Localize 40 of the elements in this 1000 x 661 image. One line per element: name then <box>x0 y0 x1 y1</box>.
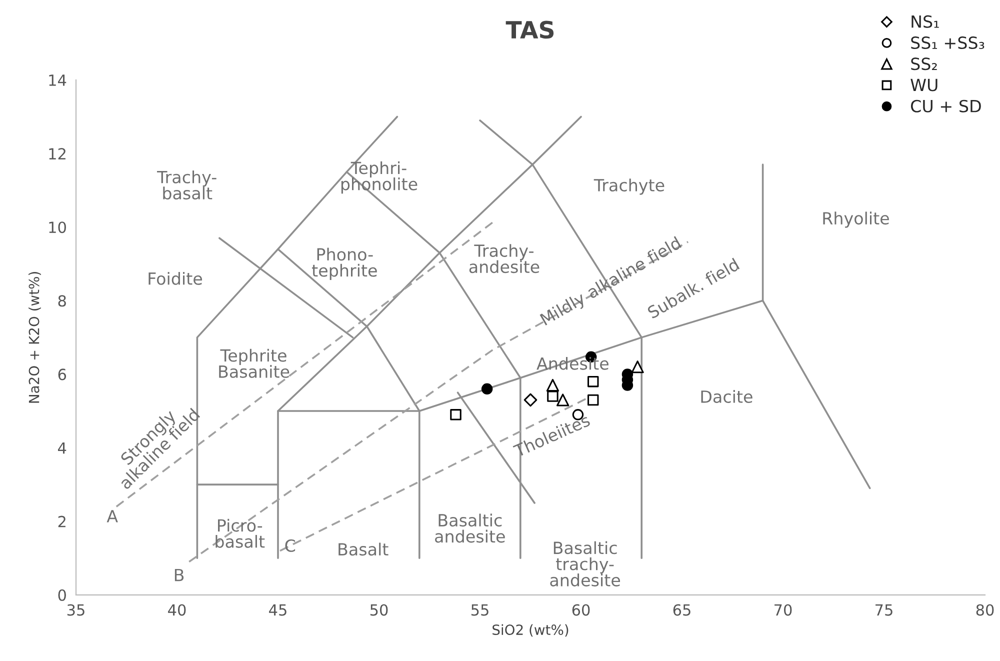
annotation: Rhyolite <box>823 212 889 228</box>
x-axis-title: SiO2 (wt%) <box>492 624 568 637</box>
legend-label: NS₁ <box>912 15 939 28</box>
annotation: Trachyte <box>594 178 664 195</box>
x-tick-label: 40 <box>168 604 186 616</box>
x-tick-label: 45 <box>269 604 286 616</box>
x-tick-label: 75 <box>876 604 892 616</box>
legend-label: SS₁ +SS₃ <box>911 36 984 50</box>
x-tick-label: 50 <box>370 604 388 616</box>
x-tick-label: 60 <box>572 604 590 616</box>
annotation: Basaltic andesite <box>435 514 505 543</box>
y-tick-label: 6 <box>58 368 66 380</box>
annotation: Trachy- andesite <box>469 244 540 274</box>
annotation: Trachy- basalt <box>157 170 216 200</box>
x-tick-label: 35 <box>67 604 84 616</box>
annotation: Basaltic trachy- andesite <box>550 541 620 586</box>
annotation: C <box>285 539 296 552</box>
y-tick-label: 14 <box>49 74 66 86</box>
annotation: Phono- tephrite <box>312 248 377 280</box>
annotation: Dacite <box>701 390 752 403</box>
x-tick-label: 55 <box>471 604 488 616</box>
annotation: Basalt <box>338 542 388 556</box>
x-tick-label: 70 <box>774 604 792 616</box>
chart-title: TAS <box>506 20 554 39</box>
y-tick-label: 0 <box>58 589 66 601</box>
annotation: A <box>106 510 118 522</box>
y-tick-label: 2 <box>58 516 66 528</box>
legend-label: WU <box>910 78 938 92</box>
x-tick-label: 80 <box>976 604 994 616</box>
legend-label: SS₂ <box>911 58 937 70</box>
y-tick-label: 8 <box>58 295 66 307</box>
annotation: Foidite <box>148 272 202 285</box>
legend-label: CU + SD <box>910 100 981 112</box>
annotation: B <box>174 568 184 582</box>
y-tick-label: 10 <box>49 222 66 234</box>
annotation: Tephrite Basanite <box>219 348 290 378</box>
y-axis-title: Na2O + K2O (wt%) <box>28 272 41 403</box>
y-tick-label: 12 <box>49 148 66 160</box>
x-tick-label: 65 <box>673 604 690 616</box>
y-tick-label: 4 <box>58 442 66 454</box>
